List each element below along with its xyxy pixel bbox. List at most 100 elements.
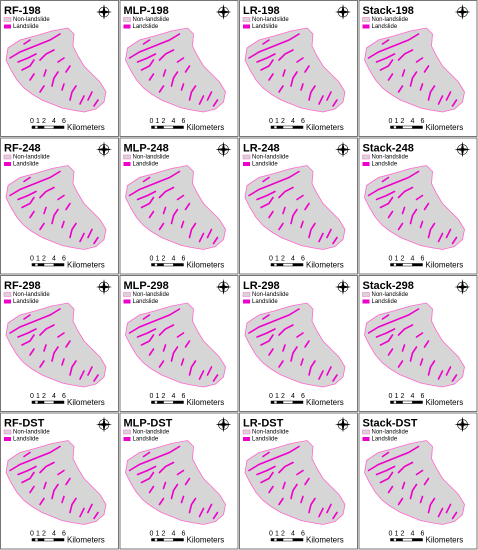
scale-label: 1 (36, 393, 40, 400)
scale-label: 0 (150, 118, 154, 125)
legend-label: Landslide (13, 162, 39, 168)
scale-unit: Kilometers (67, 398, 105, 407)
scale-bar-segment (34, 263, 39, 267)
scale-bar-segment (390, 263, 394, 267)
scale-label: 2 (162, 255, 166, 262)
legend-label: Non-landslide (372, 17, 409, 23)
scale-bar-segment (163, 263, 174, 267)
panel-title: RF-298 (4, 280, 41, 292)
scale-label: 2 (401, 393, 405, 400)
legend-swatch (362, 299, 370, 304)
scale-label: 2 (42, 255, 46, 262)
legend-swatch (362, 429, 370, 435)
scale-label: 0 (30, 393, 34, 400)
scale-bar-segment (390, 400, 394, 404)
scale-label: 1 (275, 530, 279, 537)
legend-label: Non-landslide (372, 292, 409, 298)
scale-label: 0 (389, 118, 393, 125)
scale-label: 4 (291, 393, 295, 400)
legend-label: Landslide (252, 162, 278, 168)
legend-swatch (242, 17, 251, 22)
scale-label: 1 (36, 118, 40, 125)
scale-label: 6 (182, 255, 186, 262)
scale-label: 6 (62, 255, 66, 262)
scale-label: 1 (36, 530, 40, 537)
scale-label: 6 (421, 118, 425, 125)
scale-unit: Kilometers (67, 261, 105, 270)
scale-unit: Kilometers (187, 398, 225, 407)
panel-title: Stack-198 (363, 5, 414, 17)
scale-bar-segment (173, 538, 184, 542)
scale-label: 6 (182, 530, 186, 537)
legend-swatch (3, 292, 12, 297)
scale-bar-segment (154, 125, 158, 129)
scale-bar-segment (31, 263, 36, 267)
legend-label: Landslide (133, 299, 159, 305)
panel-title: RF-DST (4, 417, 45, 429)
scale-label: 4 (411, 393, 415, 400)
legend-label: Landslide (372, 24, 398, 30)
scale-bar-segment (151, 125, 155, 129)
scale-bar-segment (151, 400, 155, 404)
scale-label: 4 (52, 530, 56, 537)
scale-label: 4 (172, 255, 176, 262)
scale-label: 0 (269, 255, 273, 262)
legend-label: Landslide (133, 24, 159, 30)
scale-bar-segment (393, 263, 397, 267)
scale-bar-segment (412, 263, 423, 267)
scale-label: 0 (389, 393, 393, 400)
scale-label: 6 (182, 118, 186, 125)
scale-label: 4 (291, 118, 295, 125)
scale-unit: Kilometers (67, 536, 105, 545)
legend-swatch (4, 24, 11, 29)
legend-label: Landslide (252, 437, 278, 443)
scale-label: 4 (52, 118, 56, 125)
legend-label: Landslide (13, 299, 39, 305)
scale-unit: Kilometers (426, 261, 464, 270)
scale-label: 4 (291, 530, 295, 537)
legend-swatch (362, 17, 370, 22)
scale-bar-segment (154, 400, 158, 404)
panel-title: LR-248 (243, 142, 280, 154)
legend-label: Non-landslide (13, 292, 50, 298)
scale-label: 4 (52, 255, 56, 262)
scale-bar-segment (37, 538, 45, 542)
scale-bar-segment (390, 125, 394, 129)
scale-bar-segment (173, 400, 184, 404)
scale-label: 0 (30, 255, 34, 262)
legend-label: Landslide (372, 162, 398, 168)
scale-label: 1 (36, 255, 40, 262)
scale-unit: Kilometers (187, 261, 225, 270)
scale-label: 4 (411, 530, 415, 537)
scale-label: 1 (156, 530, 160, 537)
legend-swatch (362, 24, 370, 29)
legend-swatch (243, 299, 250, 304)
scale-bar-segment (154, 538, 158, 542)
legend-label: Landslide (372, 299, 398, 305)
scale-bar-segment (390, 538, 394, 542)
scale-bar-segment (292, 538, 304, 542)
scale-bar-segment (412, 400, 423, 404)
scale-bar-segment (43, 125, 55, 129)
legend-swatch (123, 17, 131, 22)
scale-bar-segment (276, 263, 284, 267)
scale-unit: Kilometers (426, 123, 464, 132)
scale-bar-segment (270, 263, 275, 267)
legend-swatch (123, 429, 131, 435)
scale-bar-segment (393, 125, 397, 129)
scale-label: 2 (162, 393, 166, 400)
scale-bar-segment (396, 538, 403, 542)
scale-label: 1 (395, 393, 399, 400)
scale-label: 0 (30, 530, 34, 537)
scale-bar-segment (173, 125, 184, 129)
legend-swatch (123, 24, 131, 29)
scale-label: 0 (269, 118, 273, 125)
